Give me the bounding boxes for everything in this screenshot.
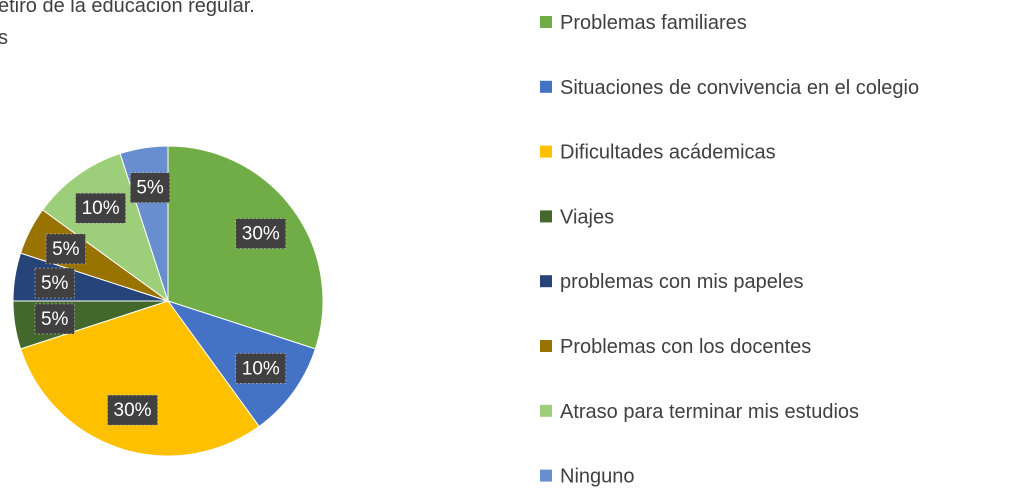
legend-label: Situaciones de convivencia en el colegio	[560, 77, 919, 99]
data-label-text: 30%	[242, 224, 280, 245]
chart-title: s	[0, 27, 8, 49]
data-label: 5%	[34, 303, 75, 335]
data-label-text: 5%	[52, 239, 80, 260]
data-label-text: 10%	[242, 358, 280, 379]
chart-title: etiro de la educación regular.	[0, 0, 255, 17]
data-label: 30%	[235, 218, 287, 249]
data-label-text: 10%	[82, 198, 120, 219]
legend-swatch	[540, 404, 552, 417]
data-label-box	[107, 394, 158, 426]
data-label: 10%	[75, 192, 126, 224]
data-label-box	[34, 267, 75, 299]
data-label-box	[75, 192, 126, 224]
data-label: 5%	[45, 233, 86, 265]
legend-label: Viajes	[560, 206, 614, 228]
legend-label: problemas con mis papeles	[560, 271, 803, 293]
data-label: 30%	[107, 394, 158, 426]
data-label-text: 30%	[114, 400, 152, 421]
data-label-text: 5%	[136, 178, 164, 199]
pie-slice	[19, 300, 260, 457]
legend-label: Ninguno	[560, 466, 635, 488]
data-label: 5%	[130, 172, 171, 203]
data-label-text: 5%	[41, 273, 69, 294]
data-label-box	[235, 353, 287, 384]
legend-swatch	[540, 80, 552, 93]
pie-slice	[41, 152, 169, 303]
legend-swatch	[540, 16, 552, 28]
legend-label: Problemas con los docentes	[560, 336, 811, 358]
legend-label: Dificultades acádemicas	[560, 142, 776, 164]
legend-label: Atraso para terminar mis estudios	[560, 401, 859, 423]
data-label: 5%	[34, 267, 75, 299]
legend-swatch	[540, 145, 552, 158]
legend-swatch	[540, 340, 552, 352]
legend-swatch	[540, 210, 552, 223]
data-label-box	[34, 303, 75, 335]
data-label: 10%	[235, 353, 287, 384]
data-label-box	[45, 233, 86, 265]
legend-swatch	[540, 275, 552, 288]
legend-label: Problemas familiares	[560, 12, 747, 34]
data-label-box	[130, 172, 171, 203]
data-label-box	[235, 218, 287, 249]
legend-swatch	[540, 469, 552, 482]
data-label-text: 5%	[41, 309, 69, 330]
